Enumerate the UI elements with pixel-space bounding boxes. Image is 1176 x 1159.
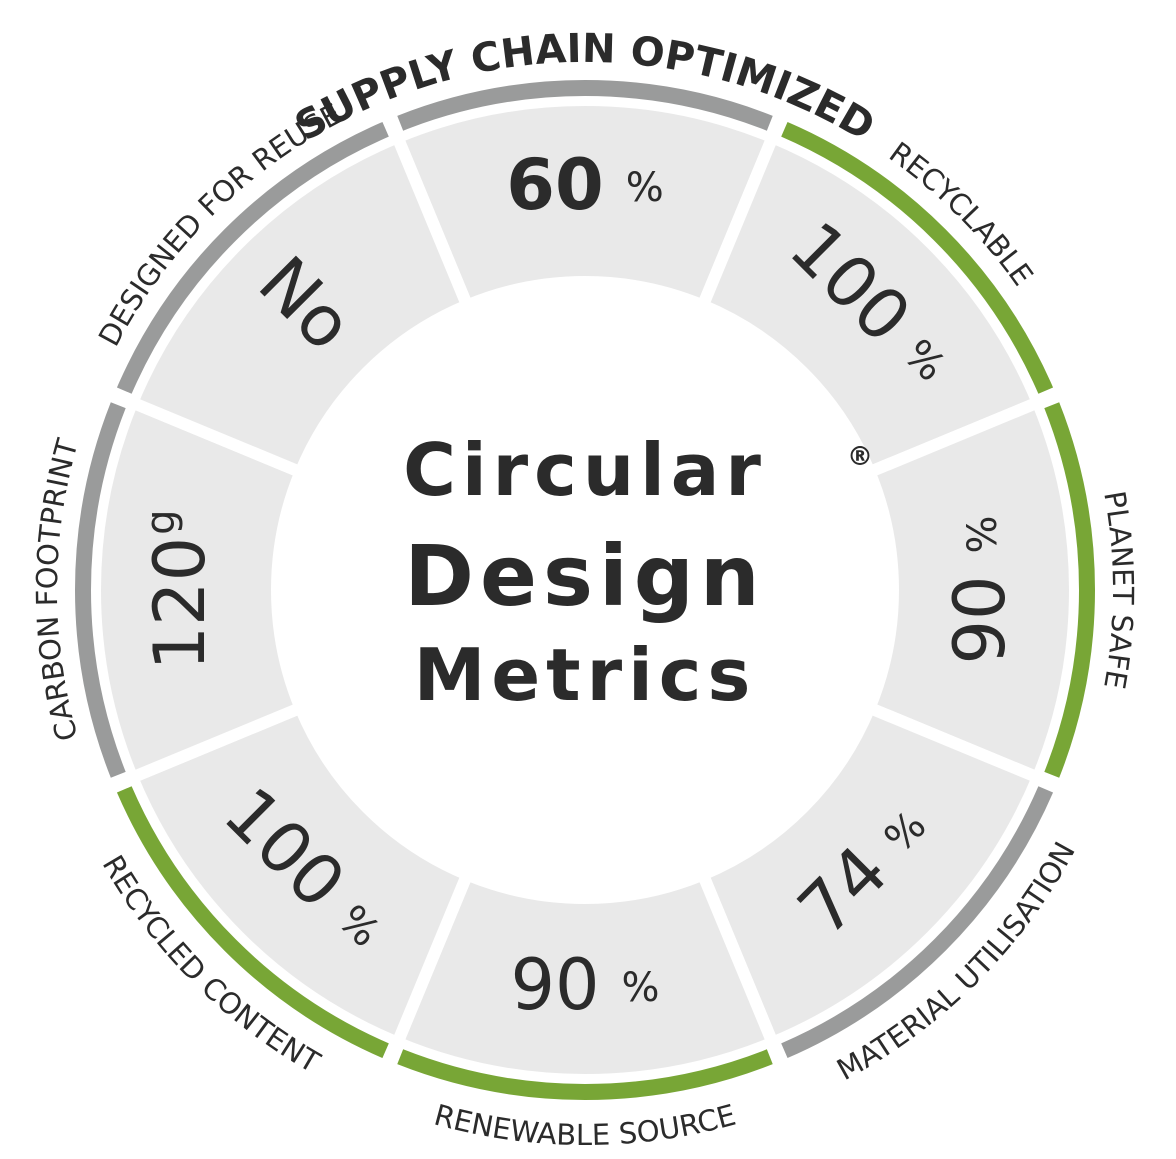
- value-number: 60: [506, 144, 603, 226]
- label-text: RENEWABLE SOURCE: [431, 1098, 740, 1152]
- label-text: PLANET SAFE: [1097, 489, 1140, 692]
- segment-value: 120g: [138, 510, 221, 671]
- segment-band: [397, 80, 773, 131]
- segment-value: 90%: [939, 515, 1021, 664]
- value-unit: %: [960, 515, 1006, 553]
- segment-label: RENEWABLE SOURCE: [431, 1098, 740, 1152]
- value-unit: %: [626, 165, 664, 211]
- title-line: Design: [404, 527, 765, 625]
- segment-band: [781, 786, 1054, 1059]
- segment-band: [397, 1049, 773, 1100]
- segment-value: 90%: [510, 944, 659, 1026]
- segment-value: 60%: [506, 144, 663, 226]
- title-line: Metrics: [414, 633, 757, 717]
- segment-band: [116, 121, 389, 394]
- registered-mark: ®: [847, 442, 873, 472]
- value-number: 90: [510, 944, 599, 1026]
- segment-band: [781, 121, 1054, 394]
- segment-band: [75, 402, 126, 778]
- value-unit: %: [622, 965, 660, 1011]
- segment-band: [1044, 402, 1095, 778]
- segment-band: [116, 786, 389, 1059]
- value-number: 120: [139, 537, 221, 671]
- value-number: 90: [939, 575, 1021, 664]
- value-unit: g: [138, 510, 184, 535]
- center-disc: [277, 282, 893, 898]
- title-line: Circular: [403, 428, 767, 512]
- segment-label: PLANET SAFE: [1097, 489, 1140, 692]
